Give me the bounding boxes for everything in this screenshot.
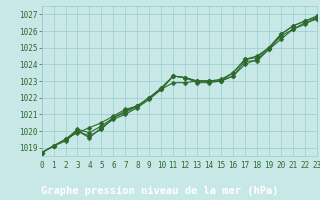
Text: 10: 10 [156, 161, 166, 170]
Text: 0: 0 [39, 161, 44, 170]
Text: 4: 4 [87, 161, 92, 170]
Text: 12: 12 [180, 161, 190, 170]
Text: 9: 9 [147, 161, 152, 170]
Text: 20: 20 [276, 161, 285, 170]
Text: Graphe pression niveau de la mer (hPa): Graphe pression niveau de la mer (hPa) [41, 186, 279, 196]
Text: 1: 1 [51, 161, 56, 170]
Text: 3: 3 [75, 161, 80, 170]
Text: 14: 14 [204, 161, 214, 170]
Text: 2: 2 [63, 161, 68, 170]
Text: 15: 15 [216, 161, 226, 170]
Text: 13: 13 [193, 161, 202, 170]
Text: 8: 8 [135, 161, 140, 170]
Text: 16: 16 [228, 161, 238, 170]
Text: 6: 6 [111, 161, 116, 170]
Text: 19: 19 [264, 161, 274, 170]
Text: 5: 5 [99, 161, 104, 170]
Text: 22: 22 [300, 161, 309, 170]
Text: 7: 7 [123, 161, 128, 170]
Text: 18: 18 [252, 161, 261, 170]
Text: 11: 11 [169, 161, 178, 170]
Text: 21: 21 [288, 161, 298, 170]
Text: 17: 17 [240, 161, 250, 170]
Text: 23: 23 [312, 161, 320, 170]
